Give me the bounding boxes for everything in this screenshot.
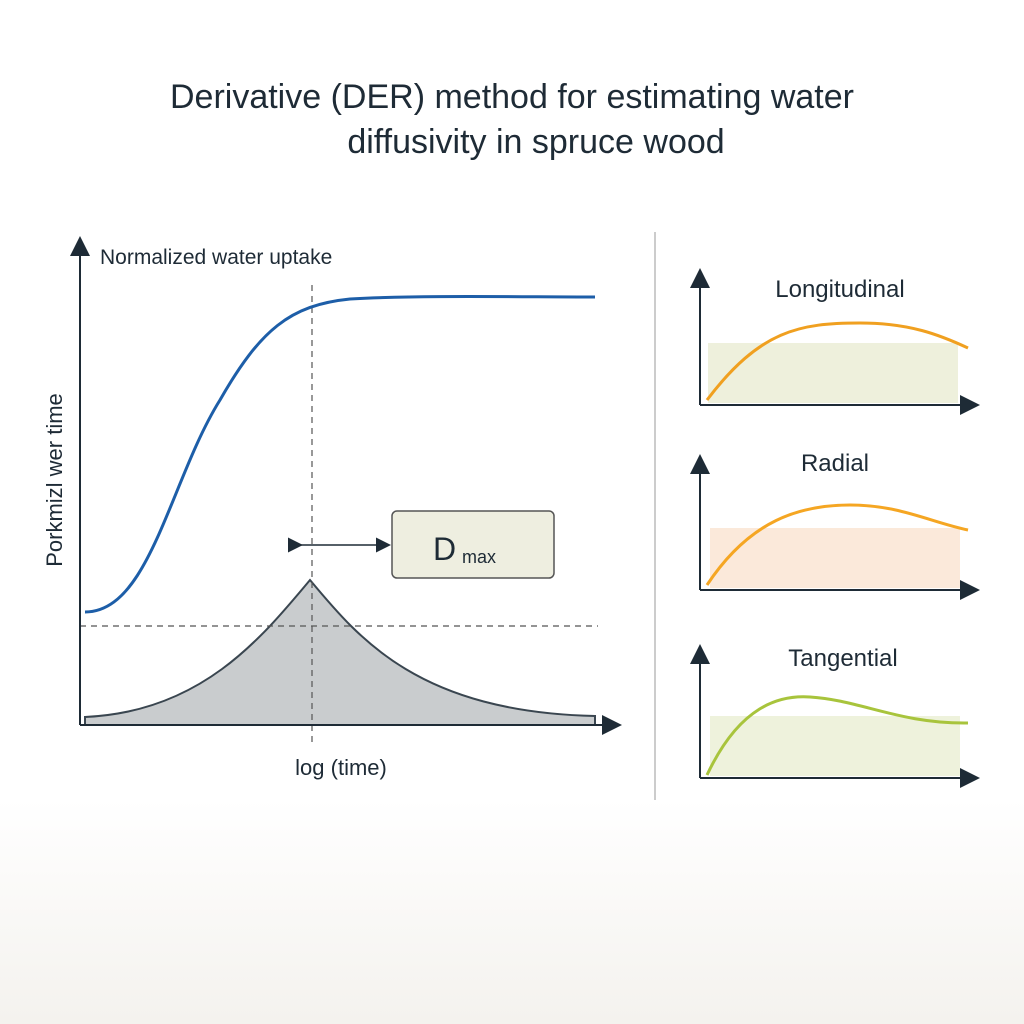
callout-symbol: D bbox=[433, 531, 456, 567]
panel-curve bbox=[705, 503, 969, 586]
panel-curve bbox=[705, 695, 969, 776]
uptake-curve bbox=[84, 295, 596, 614]
x-axis-label: log (time) bbox=[295, 755, 387, 780]
panel-fill bbox=[708, 343, 958, 403]
panel-label: Radial bbox=[801, 450, 869, 477]
panel-curve bbox=[705, 321, 969, 401]
curve-label: Normalized water uptake bbox=[100, 246, 332, 269]
panel-label: Longitudinal bbox=[775, 276, 904, 303]
panel-fill bbox=[710, 716, 960, 776]
callout-box bbox=[391, 510, 555, 579]
title-line: Derivative (DER) method for estimating w… bbox=[170, 78, 854, 116]
y-axis-label: Porkmizl wer time bbox=[42, 393, 67, 567]
callout-subscript: max bbox=[462, 547, 496, 567]
panel-fill bbox=[710, 528, 960, 588]
title-line: diffusivity in spruce wood bbox=[347, 123, 724, 161]
panel-label: Tangential bbox=[788, 645, 897, 672]
derivative-peak bbox=[84, 578, 596, 726]
